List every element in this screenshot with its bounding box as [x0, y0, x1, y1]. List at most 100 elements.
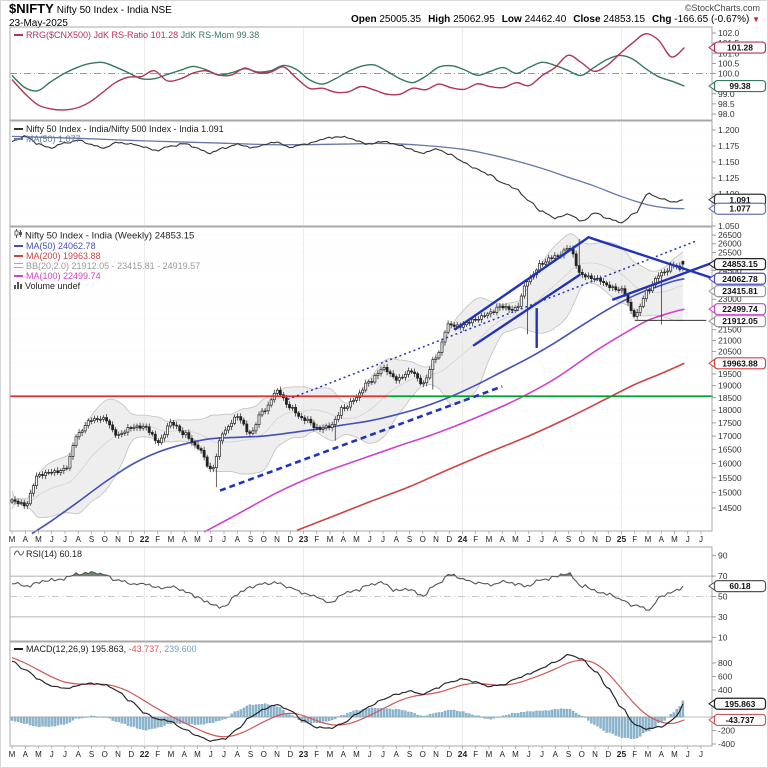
svg-text:30: 30 — [718, 612, 728, 622]
svg-text:A: A — [23, 750, 29, 759]
svg-text:S: S — [407, 750, 412, 759]
svg-text:M: M — [353, 535, 360, 544]
high-label: High — [428, 14, 451, 25]
svg-text:D: D — [287, 535, 293, 544]
ratio-swatch — [14, 127, 23, 130]
svg-text:N: N — [433, 750, 439, 759]
svg-text:60.18: 60.18 — [729, 581, 751, 591]
macd-legend: MACD(12,26,9) 195.863, -43.737, 239.600 — [14, 644, 197, 654]
svg-text:23415.81: 23415.81 — [722, 286, 758, 296]
svg-text:J: J — [368, 535, 372, 544]
svg-text:J: J — [381, 535, 385, 544]
rrg-ratio-swatch — [14, 33, 23, 36]
svg-text:99.38: 99.38 — [729, 81, 751, 91]
svg-text:A: A — [76, 750, 82, 759]
svg-text:25: 25 — [617, 534, 627, 544]
svg-text:O: O — [579, 535, 585, 544]
svg-text:J: J — [540, 535, 544, 544]
svg-text:M: M — [9, 535, 16, 544]
svg-text:O: O — [579, 750, 585, 759]
ma200-label: MA(200) — [26, 251, 61, 261]
svg-text:F: F — [632, 750, 637, 759]
svg-text:S: S — [89, 750, 94, 759]
svg-text:70: 70 — [718, 571, 728, 581]
rsi-legend: RSI(14) 60.18 — [13, 549, 82, 559]
svg-text:M: M — [9, 750, 16, 759]
rrg-ratio-value: 101.28 — [150, 30, 179, 40]
svg-text:D: D — [605, 750, 611, 759]
price-legend: Nifty 50 Index - India (Weekly) 24853.15… — [14, 229, 201, 291]
svg-text:J: J — [381, 750, 385, 759]
svg-text:D: D — [128, 750, 134, 759]
svg-text:A: A — [553, 535, 559, 544]
svg-text:J: J — [50, 750, 54, 759]
svg-text:A: A — [394, 535, 400, 544]
svg-text:A: A — [182, 750, 188, 759]
svg-text:J: J — [63, 535, 67, 544]
svg-text:J: J — [50, 535, 54, 544]
svg-text:J: J — [699, 750, 703, 759]
rrg-title: RRG($CNX500) — [26, 30, 92, 40]
svg-text:J: J — [222, 750, 226, 759]
svg-text:A: A — [500, 750, 506, 759]
svg-text:S: S — [248, 535, 253, 544]
svg-text:1.077: 1.077 — [729, 204, 751, 214]
svg-text:F: F — [155, 535, 160, 544]
svg-text:M: M — [35, 750, 42, 759]
svg-text:-200: -200 — [718, 726, 735, 736]
svg-text:F: F — [314, 750, 319, 759]
close-label: Close — [573, 14, 601, 25]
svg-text:M: M — [512, 750, 519, 759]
svg-text:1.150: 1.150 — [718, 157, 740, 167]
svg-text:24: 24 — [458, 749, 468, 759]
ticker-symbol: $NIFTY — [9, 1, 54, 16]
svg-text:J: J — [527, 535, 531, 544]
svg-text:J: J — [699, 535, 703, 544]
svg-text:J: J — [63, 750, 67, 759]
svg-text:J: J — [209, 750, 213, 759]
svg-text:J: J — [222, 535, 226, 544]
svg-text:D: D — [605, 535, 611, 544]
low-label: Low — [501, 14, 522, 25]
svg-text:100.0: 100.0 — [718, 69, 740, 79]
svg-text:A: A — [500, 535, 506, 544]
svg-text:26000: 26000 — [718, 239, 742, 249]
svg-text:400: 400 — [718, 685, 732, 695]
svg-text:N: N — [592, 750, 598, 759]
ma100-label: MA(100) — [26, 271, 61, 281]
ma50-label: MA(50) — [26, 241, 56, 251]
svg-text:24062.78: 24062.78 — [722, 274, 758, 284]
svg-text:O: O — [420, 535, 426, 544]
quote-strip: Open 25005.35 High 25062.95 Low 24462.40 Cl… — [344, 14, 760, 25]
bb-values: 21912.05 - 23415.81 - 24919.57 — [71, 261, 201, 271]
svg-text:A: A — [341, 535, 347, 544]
ma50-value: 24062.78 — [58, 241, 96, 251]
svg-text:D: D — [446, 750, 452, 759]
ratio-ma-swatch — [14, 137, 23, 140]
svg-text:23000: 23000 — [718, 294, 742, 304]
svg-text:N: N — [592, 535, 598, 544]
svg-text:195.863: 195.863 — [725, 699, 756, 709]
chg-value: -166.65 (-0.67%) — [674, 14, 750, 25]
svg-text:15000: 15000 — [718, 488, 742, 498]
volume-label: Volume — [25, 281, 56, 291]
svg-text:A: A — [553, 750, 559, 759]
svg-text:19963.88: 19963.88 — [722, 358, 758, 368]
bb-label: BB(20,2.0) — [26, 261, 70, 271]
svg-text:19000: 19000 — [718, 381, 742, 391]
svg-text:18500: 18500 — [718, 393, 742, 403]
volume-bars-icon — [14, 281, 23, 291]
svg-text:1.050: 1.050 — [718, 221, 740, 231]
candlestick-icon — [14, 229, 23, 241]
svg-text:23: 23 — [299, 749, 309, 759]
svg-text:A: A — [235, 750, 241, 759]
bollinger-band-swatch — [14, 263, 23, 269]
svg-text:J: J — [368, 750, 372, 759]
svg-text:10: 10 — [718, 632, 728, 642]
svg-text:1.125: 1.125 — [718, 173, 740, 183]
svg-text:600: 600 — [718, 672, 732, 682]
svg-text:S: S — [566, 535, 571, 544]
svg-text:25500: 25500 — [718, 248, 742, 258]
svg-text:M: M — [327, 535, 334, 544]
